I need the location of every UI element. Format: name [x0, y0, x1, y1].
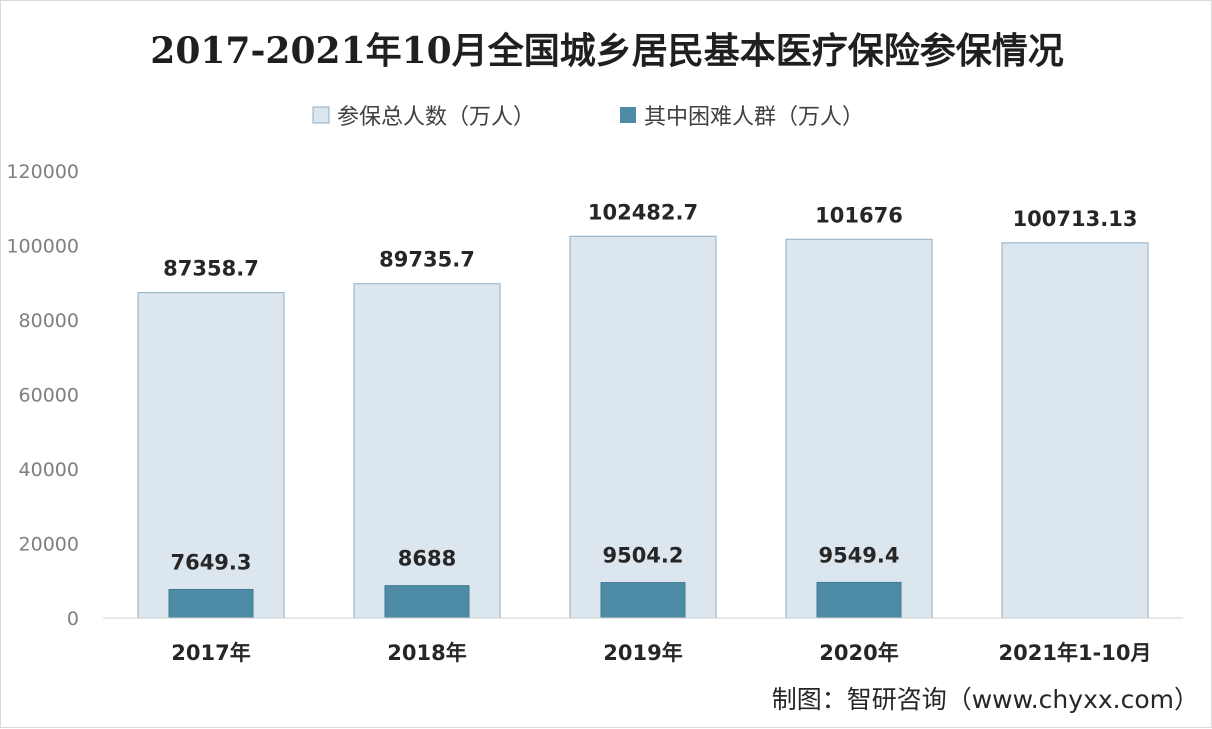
data-label-difficult: 9549.4: [818, 543, 899, 567]
data-label-total: 89735.7: [379, 248, 475, 272]
chart-title: 2017-2021年10月全国城乡居民基本医疗保险参保情况: [150, 30, 1063, 72]
source-note: 制图：智研咨询（www.chyxx.com）: [772, 685, 1199, 714]
bar-total: [137, 292, 285, 619]
data-label-total: 101676: [815, 203, 903, 227]
bar-difficult: [384, 585, 470, 619]
data-label-difficult: 8688: [398, 547, 456, 571]
legend-swatch-difficult: [620, 107, 636, 123]
bars-total-series: [137, 235, 1149, 619]
y-tick-label: 20000: [19, 534, 79, 556]
bar-total: [353, 283, 501, 619]
bar-difficult: [600, 582, 686, 619]
bar-total: [1001, 242, 1149, 619]
y-tick-label: 120000: [6, 161, 79, 183]
legend-label-total: 参保总人数（万人）: [337, 105, 535, 130]
data-label-difficult: 7649.3: [170, 551, 251, 575]
x-tick-label: 2020年: [819, 641, 898, 665]
data-label-total: 100713.13: [1013, 207, 1138, 231]
data-label-difficult: 9504.2: [602, 544, 683, 568]
data-label-total: 102482.7: [588, 200, 698, 224]
y-tick-label: 0: [67, 608, 79, 630]
x-tick-label: 2017年: [171, 641, 250, 665]
bar-difficult: [816, 581, 902, 619]
y-tick-label: 40000: [19, 459, 79, 481]
legend-swatch-total: [312, 106, 330, 124]
legend-label-difficult: 其中困难人群（万人）: [644, 105, 864, 130]
legend: 参保总人数（万人） 其中困难人群（万人）: [312, 105, 864, 130]
bar-total: [785, 238, 933, 619]
bar-difficult: [168, 589, 254, 619]
value-labels: 87358.7 89735.7 102482.7 101676 100713.13 764…: [163, 200, 1137, 574]
y-tick-label: 60000: [19, 385, 79, 407]
y-axis: 0 20000 40000 60000 80000 100000 120000: [6, 161, 79, 630]
x-axis: 2017年 2018年 2019年 2020年 2021年1-10月: [103, 617, 1183, 665]
data-label-total: 87358.7: [163, 257, 259, 281]
x-tick-label: 2018年: [387, 641, 466, 665]
y-tick-label: 80000: [19, 310, 79, 332]
y-tick-label: 100000: [6, 236, 79, 258]
x-tick-label: 2019年: [603, 641, 682, 665]
x-tick-label: 2021年1-10月: [999, 641, 1152, 665]
bar-total: [569, 235, 717, 619]
